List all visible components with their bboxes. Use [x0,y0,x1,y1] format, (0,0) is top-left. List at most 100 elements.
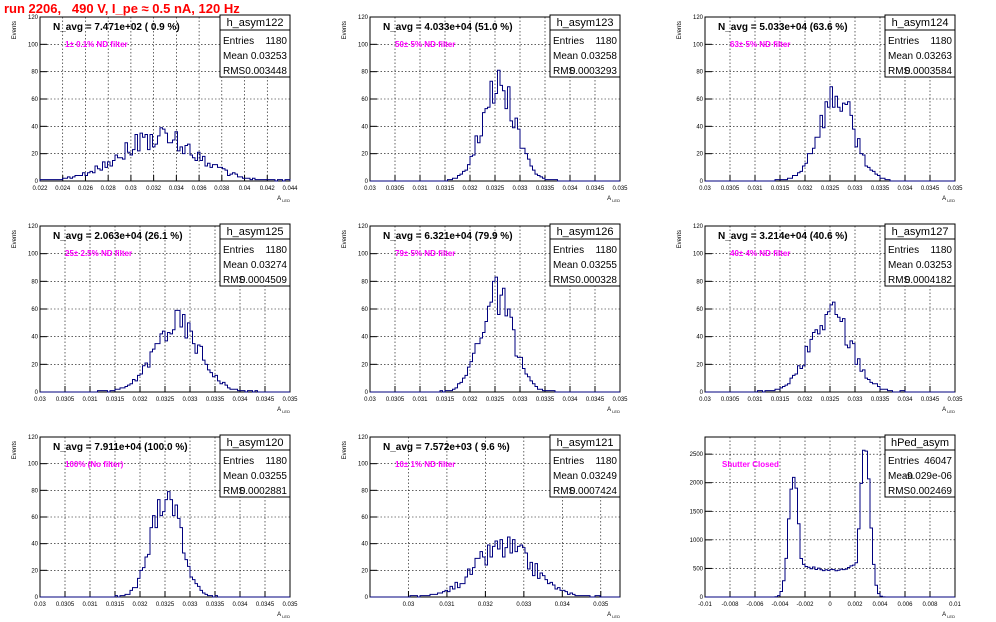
stats-label: RMS [553,66,576,77]
y-tick-label: 100 [28,42,39,48]
y-tick-label: 120 [693,224,704,230]
x-tick-label: 0.034 [897,186,913,192]
stats-label: Entries [553,245,584,256]
x-tick-label: 0.03 [34,397,46,403]
n-avg-label: N_avg = 5.033e+04 (63.6 %) [718,22,848,33]
stats-value: 0.03258 [581,51,618,62]
x-tick-label: 0.032 [132,602,148,608]
y-tick-label: 20 [31,568,38,574]
stats-box [549,223,621,287]
stats-label: Mean [553,260,578,271]
x-axis-title: A LED [277,407,290,414]
stats-label: Mean [223,260,248,271]
x-tick-label: 0.0325 [486,186,505,192]
x-tick-label: 0.008 [922,602,938,608]
x-tick-label: 0.028 [101,186,117,192]
stats-value: 0.0004509 [240,275,288,286]
x-tick-label: 0.0335 [536,186,555,192]
y-tick-label: 60 [361,307,368,313]
x-tick-label: 0.0335 [206,397,225,403]
x-tick-label: -0.01 [698,602,712,608]
y-tick-label: 0 [700,390,704,396]
stats-value: 1180 [265,456,287,467]
x-tick-label: 0.0345 [921,397,940,403]
y-tick-label: 60 [696,307,703,313]
n-avg-label: N_avg = 2.063e+04 (26.1 %) [53,231,183,242]
stats-value: 1180 [930,36,952,47]
y-tick-label: 1500 [690,509,704,515]
x-axis-title: A LED [942,612,955,619]
y-tick-label: 40 [31,335,38,341]
y-axis-title: Events [677,21,683,39]
stats-value: 0.03263 [916,51,953,62]
x-tick-label: 0.03 [403,602,415,608]
n-avg-label: N_avg = 7.572e+03 ( 9.6 %) [383,442,510,453]
histogram-panel-hPed_asym: -0.01 -0.008 -0.006 -0.004 -0.002 0 0.002 0.004… [690,434,961,619]
x-tick-label: 0.034 [555,602,571,608]
y-tick-label: 0 [365,390,369,396]
stats-label: Entries [223,456,254,467]
stats-label: Mean [223,51,248,62]
x-tick-label: 0.034 [562,397,578,403]
x-tick-label: 0.033 [512,397,528,403]
y-tick-label: 80 [361,488,368,494]
y-tick-label: 120 [693,15,704,21]
x-tick-label: 0.031 [412,397,428,403]
stats-box [219,434,291,498]
y-tick-label: 0 [365,595,369,601]
x-tick-label: 0.0345 [921,186,940,192]
x-tick-label: 0.031 [747,397,763,403]
x-axis-subscript: LED [611,409,620,414]
y-tick-label: 100 [358,252,369,258]
stats-label: RMS [888,66,911,77]
x-tick-label: 0.035 [612,186,628,192]
stats-label: Mean [888,471,913,482]
histogram-panel-h_asym123: 0.03 0.0305 0.031 0.0315 0.032 0.0325 0.033 0.0… [342,14,628,203]
histogram-line [40,309,290,393]
filter-note: 25± 2.5% ND filter [65,249,132,258]
x-tick-label: 0.035 [282,397,298,403]
x-tick-label: 0.036 [192,186,208,192]
stats-label: Entries [553,456,584,467]
stats-label: Mean [888,260,913,271]
x-tick-label: 0.0315 [436,186,455,192]
x-tick-label: 0.031 [747,186,763,192]
x-tick-label: -0.008 [721,602,739,608]
stats-box [549,434,621,498]
stats-value: 0.003448 [245,66,287,77]
y-tick-label: 100 [358,42,369,48]
y-tick-label: 20 [31,362,38,368]
x-axis-title: A LED [277,612,290,619]
stats-label: Mean [223,471,248,482]
x-tick-label: 0.031 [439,602,455,608]
x-tick-label: 0.03 [125,186,137,192]
stats-label: Entries [888,456,919,467]
x-axis-subscript: LED [281,614,290,619]
x-tick-label: 0.0325 [821,186,840,192]
histogram-line [370,536,620,598]
histogram-line [705,301,955,393]
stats-label: RMS [553,275,576,286]
stats-title: h_asym125 [227,226,284,238]
filter-note: 100% (No filter) [65,460,124,469]
stats-title: h_asym127 [892,226,949,238]
y-tick-label: 120 [28,224,39,230]
x-tick-label: 0.0325 [156,602,175,608]
filter-note: 79± 5% ND filter [395,249,455,258]
stats-value: 1180 [265,245,287,256]
x-tick-label: 0.0315 [436,397,455,403]
y-tick-label: 0 [35,179,39,185]
x-tick-label: 0.0345 [256,602,275,608]
x-tick-label: 0.035 [612,397,628,403]
filter-note: 50± 5% ND filter [395,40,455,49]
stats-label: Entries [888,36,919,47]
y-axis-title: Events [342,441,348,459]
y-tick-label: 500 [693,566,704,572]
stats-value: 0.03274 [251,260,288,271]
x-tick-label: 0.044 [282,186,298,192]
y-tick-label: 60 [31,97,38,103]
stats-value: 1180 [595,245,617,256]
x-tick-label: 0.032 [462,397,478,403]
y-tick-label: 40 [361,542,368,548]
y-tick-label: 60 [31,515,38,521]
